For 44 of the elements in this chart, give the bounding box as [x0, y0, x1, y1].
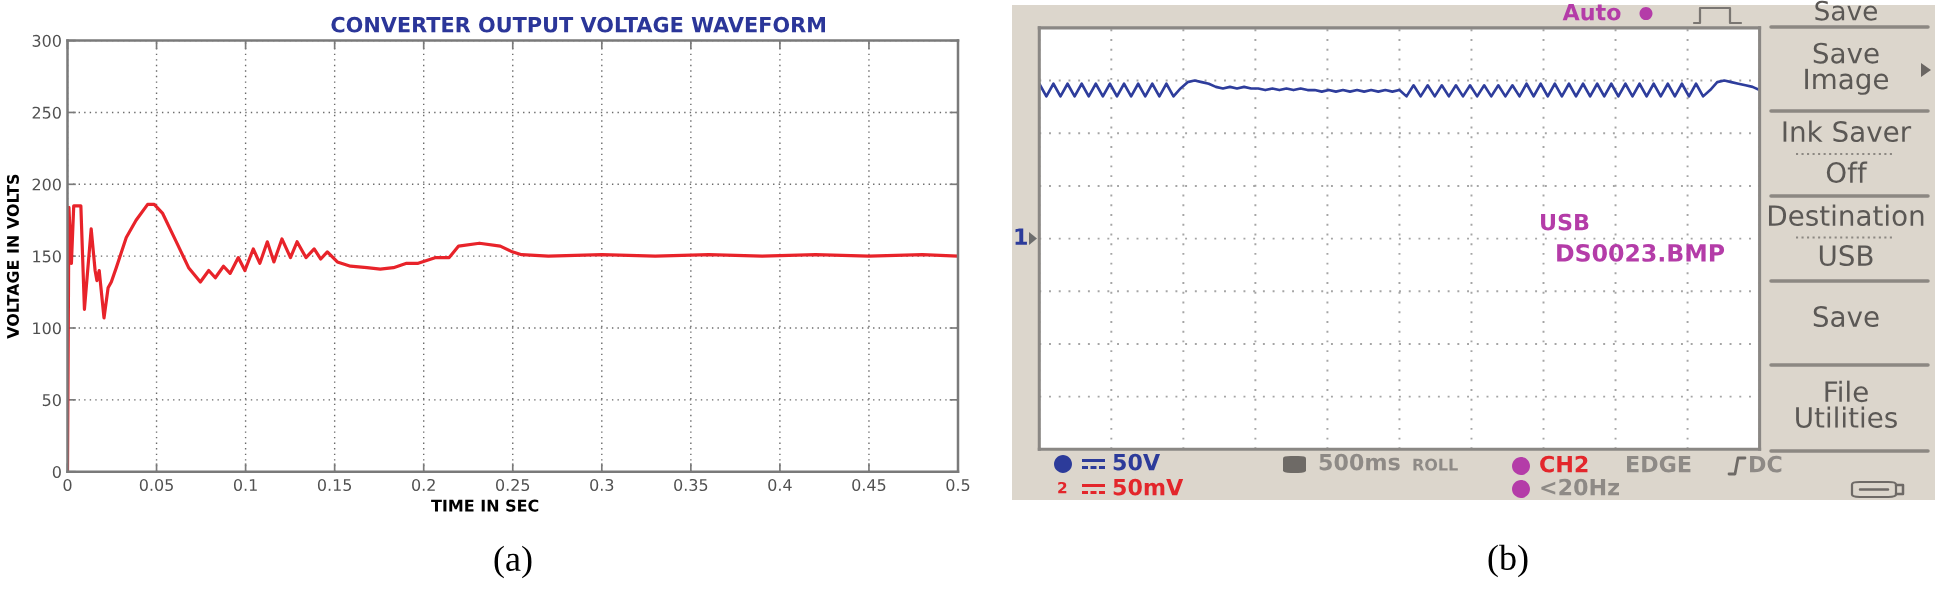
- text: 50mV: [1113, 478, 1184, 496]
- y-tick-label: 200: [32, 178, 61, 191]
- x-tick-label: 0: [63, 478, 72, 492]
- y-tick-label: 150: [33, 250, 61, 263]
- text: 2: [1058, 481, 1067, 494]
- text: (a): [494, 545, 532, 579]
- text: DS0023.BMP: [1557, 243, 1725, 262]
- text: Ink Saver: [1783, 120, 1912, 143]
- x-tick-label: 0.25: [496, 478, 530, 492]
- x-tick-label: 0.15: [317, 478, 352, 492]
- text: Auto: [1562, 3, 1621, 21]
- x-tick-label: 0.05: [139, 478, 173, 492]
- text: Save: [1813, 306, 1879, 328]
- text: USB: [1819, 245, 1873, 267]
- text: ROLL: [1413, 458, 1458, 471]
- x-tick-label: 0.2: [412, 478, 435, 492]
- text: (b): [1488, 544, 1528, 578]
- text: Off: [1826, 161, 1868, 184]
- text: Destination: [1769, 204, 1924, 227]
- text: Save: [1815, 0, 1877, 21]
- text: EDGE: [1627, 455, 1691, 473]
- annotation: USB: [1541, 213, 1589, 231]
- x-tick-label: 0.5: [946, 478, 970, 492]
- x-tick-label: 0.3: [590, 478, 614, 492]
- text: 500ms: [1319, 453, 1400, 471]
- x-tick-label: 0.4: [768, 478, 792, 492]
- text: File Utilities: [1796, 380, 1897, 428]
- y-tick-label: 250: [32, 106, 61, 119]
- y-tick-label: 0: [52, 465, 61, 478]
- chart-title: CONVERTER OUTPUT VOLTAGE WAVEFORM: [331, 16, 825, 33]
- y-tick-label: 50: [42, 394, 61, 407]
- x-axis-title: TIME IN SEC: [431, 499, 539, 512]
- text: DC: [1750, 455, 1782, 473]
- text: <20Hz: [1541, 478, 1620, 496]
- x-tick-label: 0.35: [674, 478, 708, 492]
- text: CH2: [1540, 455, 1588, 473]
- x-tick-label: 0.1: [233, 478, 257, 492]
- y-tick-label: 300: [32, 34, 61, 47]
- text: Save Image: [1805, 42, 1889, 95]
- text: 50V: [1113, 453, 1161, 471]
- text: 1: [1015, 228, 1027, 245]
- y-axis-title: VOLTAGE IN VOLTS: [6, 174, 19, 339]
- x-tick-label: 0.45: [852, 478, 886, 492]
- y-tick-label: 100: [33, 322, 61, 335]
